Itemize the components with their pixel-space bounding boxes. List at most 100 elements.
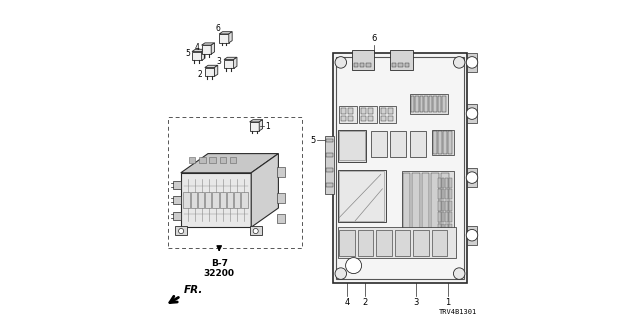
Bar <box>376 230 392 256</box>
Bar <box>443 131 447 154</box>
Bar <box>173 196 181 204</box>
Text: 32200: 32200 <box>204 269 235 278</box>
Bar <box>467 168 477 187</box>
Bar <box>371 131 387 157</box>
Circle shape <box>335 57 347 68</box>
Bar <box>442 224 445 234</box>
Polygon shape <box>219 32 232 34</box>
Bar <box>339 230 355 256</box>
Bar <box>442 189 445 199</box>
Bar <box>445 178 449 188</box>
Bar <box>234 192 241 208</box>
Bar <box>405 63 410 67</box>
Bar <box>429 96 433 112</box>
Text: 2: 2 <box>362 298 367 307</box>
Bar <box>381 116 386 121</box>
Bar <box>449 189 452 199</box>
Circle shape <box>466 229 477 241</box>
Bar <box>333 53 467 283</box>
Polygon shape <box>205 65 218 68</box>
Bar <box>209 157 216 163</box>
Bar <box>390 50 413 70</box>
Bar <box>336 57 464 279</box>
Polygon shape <box>250 122 259 131</box>
Circle shape <box>253 228 259 234</box>
Bar <box>467 226 477 245</box>
Polygon shape <box>229 32 232 43</box>
Polygon shape <box>234 57 237 68</box>
Text: 2: 2 <box>198 70 202 79</box>
Text: FR.: FR. <box>184 285 204 295</box>
Bar <box>277 193 285 203</box>
Text: 6: 6 <box>216 24 221 33</box>
Polygon shape <box>211 43 214 54</box>
Text: 4: 4 <box>195 43 200 52</box>
Text: 4: 4 <box>344 298 350 307</box>
Bar <box>467 53 477 72</box>
Bar <box>438 96 442 112</box>
Bar <box>445 201 449 211</box>
Bar <box>438 189 441 199</box>
Bar <box>415 96 419 112</box>
Bar <box>352 50 374 70</box>
Bar <box>445 189 449 199</box>
Polygon shape <box>224 60 234 68</box>
Bar <box>433 96 437 112</box>
Bar <box>230 157 236 163</box>
Bar <box>445 212 449 222</box>
Bar <box>361 108 366 114</box>
Bar <box>227 192 233 208</box>
Bar <box>388 116 393 121</box>
Text: TRV4B1301: TRV4B1301 <box>438 309 477 315</box>
Bar <box>250 226 262 235</box>
Bar <box>432 230 447 256</box>
Bar <box>277 167 285 177</box>
Bar <box>338 130 367 162</box>
Bar <box>358 230 373 256</box>
Bar <box>348 108 353 114</box>
Bar <box>432 130 454 155</box>
Bar <box>338 227 456 258</box>
Bar <box>431 173 439 234</box>
Bar <box>442 201 445 211</box>
Circle shape <box>466 108 477 119</box>
Polygon shape <box>192 49 205 52</box>
Bar <box>413 230 429 256</box>
Bar <box>361 116 366 121</box>
Bar <box>438 224 441 234</box>
Bar <box>438 131 442 154</box>
Bar <box>388 108 393 114</box>
Polygon shape <box>192 52 202 60</box>
Bar <box>403 173 410 234</box>
Bar <box>448 131 452 154</box>
Bar <box>341 116 346 121</box>
Bar <box>212 192 219 208</box>
Polygon shape <box>202 45 211 54</box>
Bar <box>326 139 333 142</box>
Circle shape <box>454 57 465 68</box>
Bar <box>341 108 346 114</box>
Polygon shape <box>214 65 218 76</box>
Polygon shape <box>259 120 262 131</box>
Bar <box>173 212 181 220</box>
Bar <box>175 226 187 235</box>
Text: B-7: B-7 <box>211 259 228 268</box>
Text: 5: 5 <box>310 136 316 145</box>
Bar <box>442 178 445 188</box>
Polygon shape <box>252 154 278 227</box>
Bar <box>442 96 445 112</box>
Bar <box>424 96 428 112</box>
Bar <box>379 106 397 123</box>
Bar <box>411 96 415 112</box>
Bar <box>220 192 226 208</box>
Bar <box>339 171 384 221</box>
Bar <box>205 192 211 208</box>
Text: 3: 3 <box>217 57 222 66</box>
Bar <box>348 116 353 121</box>
Text: 5: 5 <box>185 49 189 58</box>
Text: 3: 3 <box>413 298 419 307</box>
Bar <box>168 117 302 248</box>
Bar <box>339 106 357 123</box>
Polygon shape <box>181 173 252 227</box>
Bar <box>402 171 454 235</box>
